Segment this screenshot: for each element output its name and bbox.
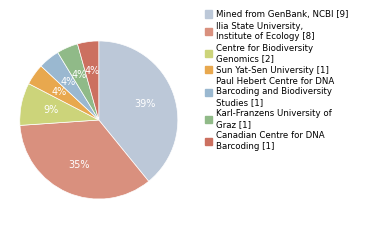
Text: 4%: 4%	[84, 66, 100, 77]
Wedge shape	[41, 53, 99, 120]
Wedge shape	[99, 41, 178, 181]
Text: 4%: 4%	[51, 87, 66, 97]
Text: 39%: 39%	[134, 99, 156, 108]
Wedge shape	[58, 44, 99, 120]
Text: 35%: 35%	[68, 160, 90, 170]
Wedge shape	[20, 84, 99, 125]
Wedge shape	[28, 66, 99, 120]
Wedge shape	[20, 120, 149, 199]
Wedge shape	[78, 41, 99, 120]
Legend: Mined from GenBank, NCBI [9], Ilia State University,
Institute of Ecology [8], C: Mined from GenBank, NCBI [9], Ilia State…	[204, 9, 349, 152]
Text: 4%: 4%	[72, 70, 87, 80]
Text: 9%: 9%	[43, 105, 59, 115]
Text: 4%: 4%	[60, 77, 76, 87]
